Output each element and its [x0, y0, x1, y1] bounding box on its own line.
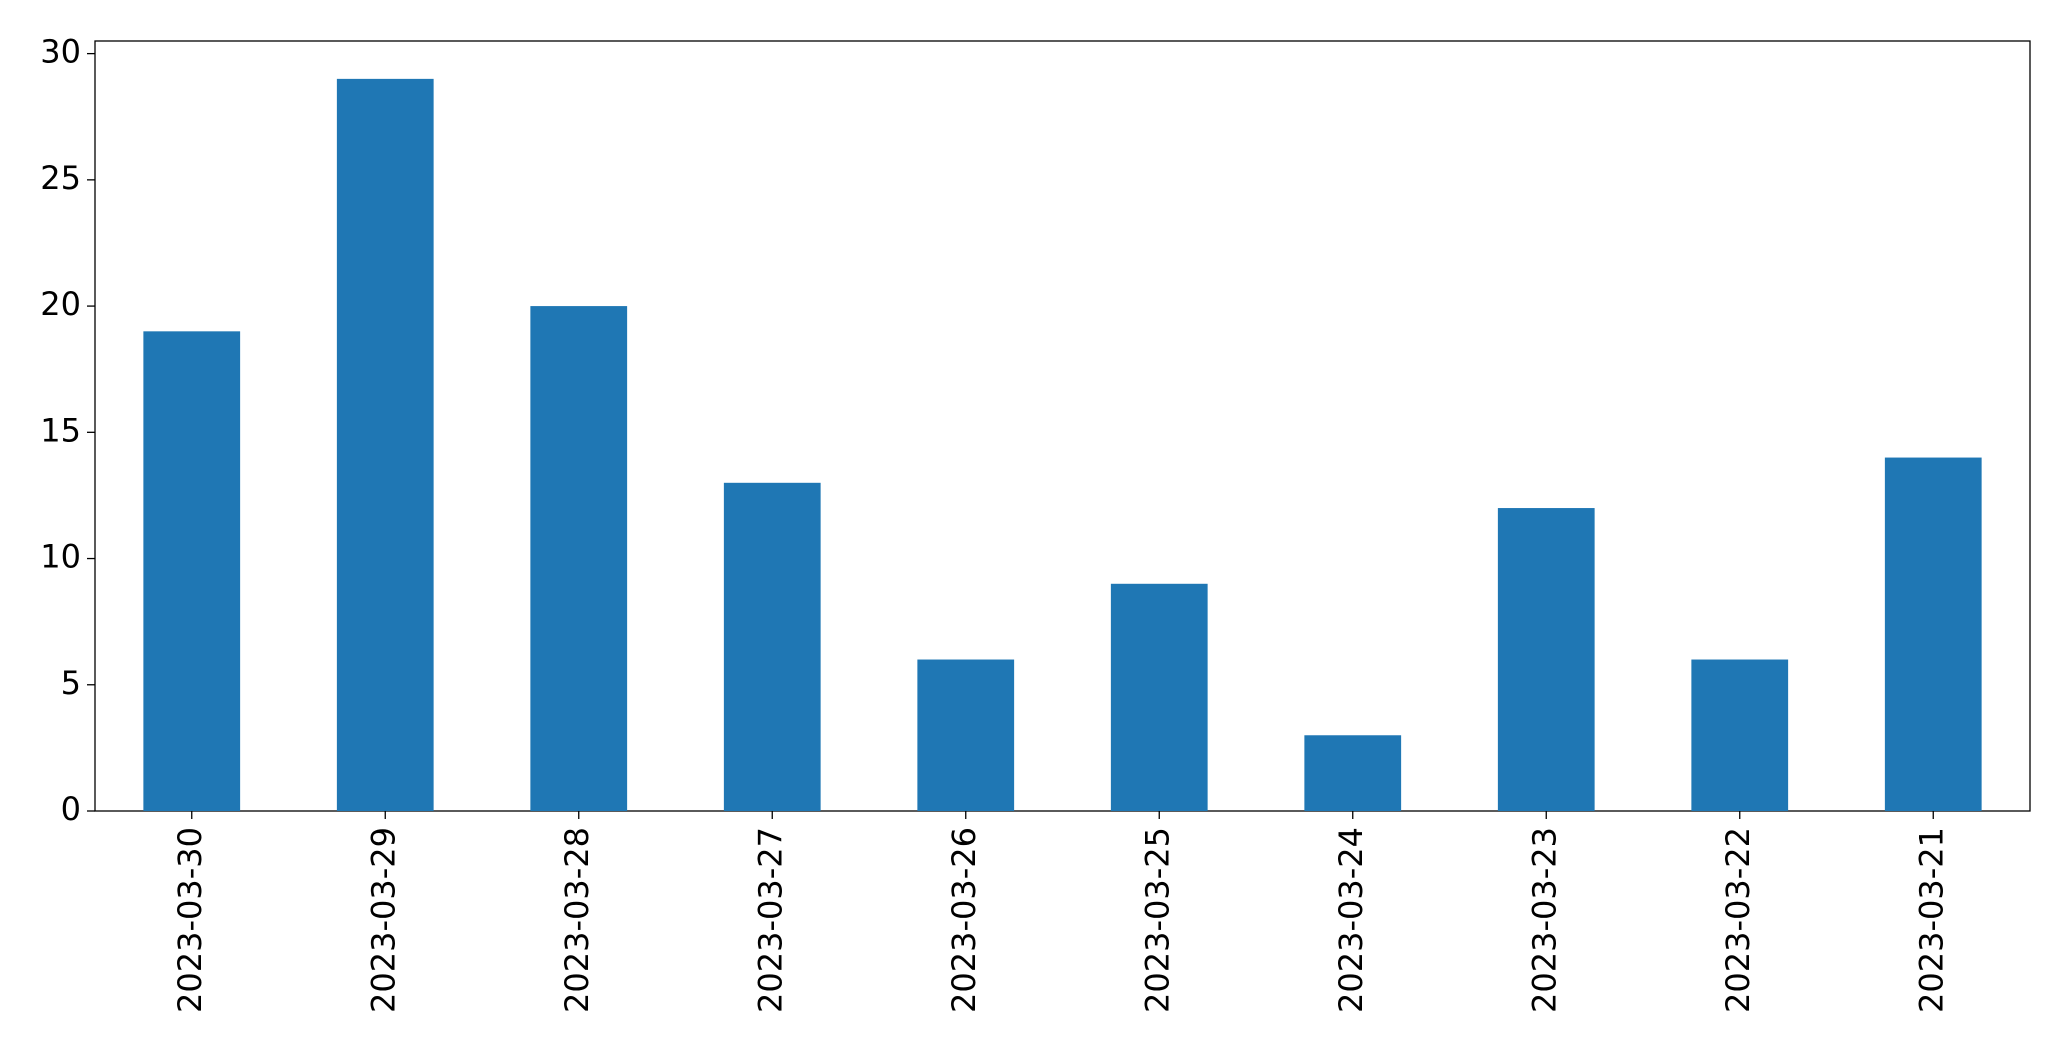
- x-tick-label: 2023-03-23: [1525, 827, 1563, 1013]
- bar: [1497, 508, 1595, 811]
- bar: [723, 482, 821, 811]
- x-tick-label: 2023-03-30: [171, 827, 209, 1013]
- plot-frame: [94, 40, 2031, 812]
- y-tick-label: 25: [40, 159, 81, 197]
- bar: [1110, 583, 1208, 811]
- x-tick-label: 2023-03-29: [364, 827, 402, 1013]
- bar: [530, 306, 628, 811]
- y-tick-label: 20: [40, 285, 81, 323]
- bar: [1304, 735, 1402, 811]
- bar: [336, 78, 434, 812]
- bar: [1884, 457, 1982, 811]
- bar: [1691, 659, 1789, 811]
- x-tick-label: 2023-03-21: [1912, 827, 1950, 1013]
- x-tick-label: 2023-03-27: [751, 827, 789, 1013]
- x-tick-label: 2023-03-26: [945, 827, 983, 1013]
- y-tick-label: 30: [40, 33, 81, 71]
- x-tick-label: 2023-03-28: [558, 827, 596, 1013]
- y-tick-label: 5: [61, 664, 81, 702]
- y-tick-label: 0: [61, 790, 81, 828]
- x-tick-label: 2023-03-24: [1332, 827, 1370, 1013]
- x-tick-label: 2023-03-22: [1719, 827, 1757, 1013]
- y-tick-label: 15: [40, 411, 81, 449]
- y-tick-label: 10: [40, 538, 81, 576]
- bar: [143, 331, 241, 811]
- bar: [917, 659, 1015, 811]
- x-tick-label: 2023-03-25: [1138, 827, 1176, 1013]
